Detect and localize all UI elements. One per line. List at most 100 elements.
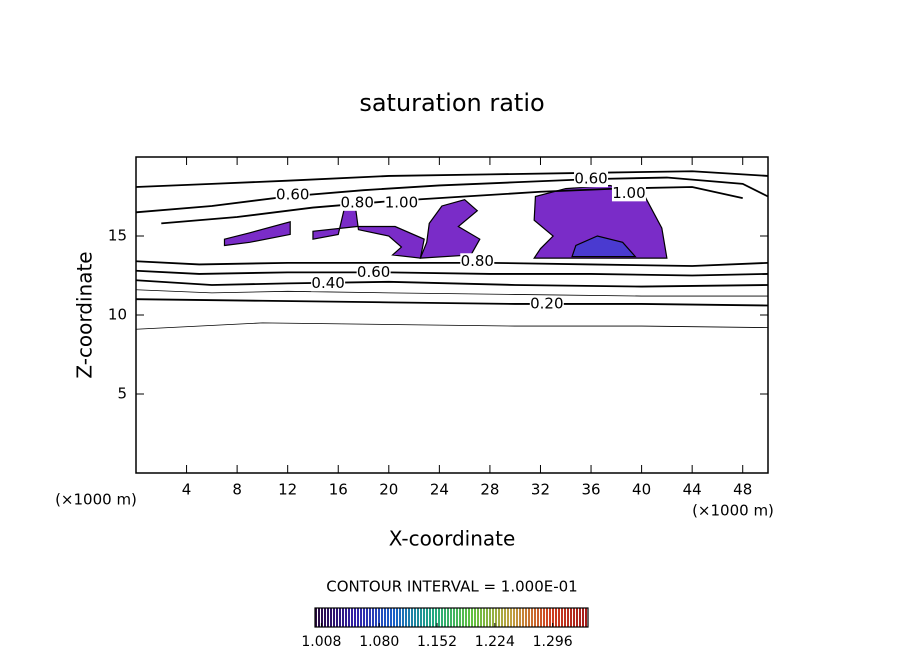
colorbar-stripe: [399, 608, 401, 627]
filled-region: [533, 184, 668, 259]
contour-line: [135, 298, 769, 307]
contour-line: [135, 279, 769, 288]
contour-label: 0.60: [574, 170, 607, 188]
colorbar-tick-label: 1.008: [301, 634, 341, 650]
colorbar-stripe: [372, 608, 374, 627]
x-tick-label: 16: [329, 481, 348, 499]
colorbar-stripe: [492, 608, 494, 627]
colorbar-stripe: [363, 608, 365, 627]
y-axis-label: Z-coordinate: [73, 251, 97, 378]
colorbar-stripe: [336, 608, 338, 627]
colorbar-stripe: [414, 608, 416, 627]
colorbar-stripe: [375, 608, 377, 627]
colorbar-stripe: [513, 608, 515, 627]
colorbar-stripe: [387, 608, 389, 627]
colorbar-stripe: [534, 608, 536, 627]
colorbar-stripe: [378, 608, 380, 627]
colorbar-stripe: [324, 608, 326, 627]
contour-line: [135, 289, 768, 297]
colorbar-stripe: [405, 608, 407, 627]
contour-label: 0.80: [340, 193, 373, 211]
contour-label-bg: [340, 194, 375, 211]
colorbar-stripe: [585, 608, 587, 627]
colorbar-stripe: [504, 608, 506, 627]
colorbar-stripe: [501, 608, 503, 627]
colorbar-stripe: [426, 608, 428, 627]
contour-line: [135, 269, 769, 277]
x-tick-label: 44: [683, 481, 702, 499]
colorbar-stripe: [381, 608, 383, 627]
colorbar-stripe: [411, 608, 413, 627]
colorbar-stripe: [393, 608, 395, 627]
contour-label-bg: [529, 295, 564, 312]
colorbar-stripe: [429, 608, 431, 627]
contour-label-bg: [460, 253, 495, 270]
colorbar-tick-label: 1.152: [417, 634, 457, 650]
colorbar-stripe: [384, 608, 386, 627]
filled-region: [571, 235, 637, 258]
colorbar-stripe: [558, 608, 560, 627]
x-tick-label: 32: [531, 481, 550, 499]
contour-label: 1.00: [612, 184, 645, 202]
colorbar-stripe: [318, 608, 320, 627]
y-tick-label: 10: [108, 306, 127, 324]
x-tick-label: 12: [278, 481, 297, 499]
filled-region: [223, 220, 291, 247]
colorbar-stripe: [345, 608, 347, 627]
x-tick-label: 48: [733, 481, 752, 499]
colorbar-stripe: [333, 608, 335, 627]
colorbar-stripe: [354, 608, 356, 627]
colorbar-stripe: [321, 608, 323, 627]
colorbar-stripe: [570, 608, 572, 627]
colorbar-stripe: [438, 608, 440, 627]
colorbar-stripe: [486, 608, 488, 627]
colorbar-stripe: [582, 608, 584, 627]
colorbar-stripe: [579, 608, 581, 627]
colorbar-stripe: [444, 608, 446, 627]
colorbar-stripe: [450, 608, 452, 627]
colorbar-stripe: [369, 608, 371, 627]
colorbar-stripe: [528, 608, 530, 627]
colorbar-tick-label: 1.080: [359, 634, 399, 650]
colorbar-stripe: [561, 608, 563, 627]
x-tick-label: 24: [430, 481, 449, 499]
colorbar-stripe: [453, 608, 455, 627]
contour-label: 0.80: [461, 252, 494, 270]
colorbar-stripe: [366, 608, 368, 627]
colorbar-stripe: [459, 608, 461, 627]
colorbar-stripe: [468, 608, 470, 627]
colorbar-stripe: [462, 608, 464, 627]
y-tick-label: 5: [117, 385, 127, 403]
x-tick-label: 28: [480, 481, 499, 499]
colorbar-stripe: [522, 608, 524, 627]
contour-line: [135, 170, 769, 188]
colorbar-stripe: [408, 608, 410, 627]
contour-line: [135, 176, 769, 214]
x-axis-label: X-coordinate: [389, 527, 516, 551]
x-tick-label: 40: [632, 481, 651, 499]
colorbar-stripe: [552, 608, 554, 627]
colorbar-stripe: [396, 608, 398, 627]
contour-label: 0.40: [311, 274, 344, 292]
colorbar-stripe: [360, 608, 362, 627]
contour-label: 0.60: [357, 263, 390, 281]
colorbar-stripe: [555, 608, 557, 627]
colorbar-stripe: [525, 608, 527, 627]
colorbar-tick-label: 1.224: [475, 634, 515, 650]
colorbar-stripe: [519, 608, 521, 627]
colorbar-stripe: [510, 608, 512, 627]
colorbar-stripe: [480, 608, 482, 627]
colorbar-stripe: [432, 608, 434, 627]
contour-interval: CONTOUR INTERVAL = 1.000E-01: [326, 578, 577, 596]
x-tick-label: 36: [581, 481, 600, 499]
colorbar-stripe: [456, 608, 458, 627]
colorbar-stripe: [531, 608, 533, 627]
colorbar-stripe: [483, 608, 485, 627]
contour-line: [135, 322, 769, 330]
chart-title: saturation ratio: [359, 89, 544, 117]
y-unit-label: (×1000 m): [55, 491, 137, 509]
x-unit-label: (×1000 m): [692, 502, 774, 520]
colorbar-stripe: [348, 608, 350, 627]
colorbar-stripe: [564, 608, 566, 627]
